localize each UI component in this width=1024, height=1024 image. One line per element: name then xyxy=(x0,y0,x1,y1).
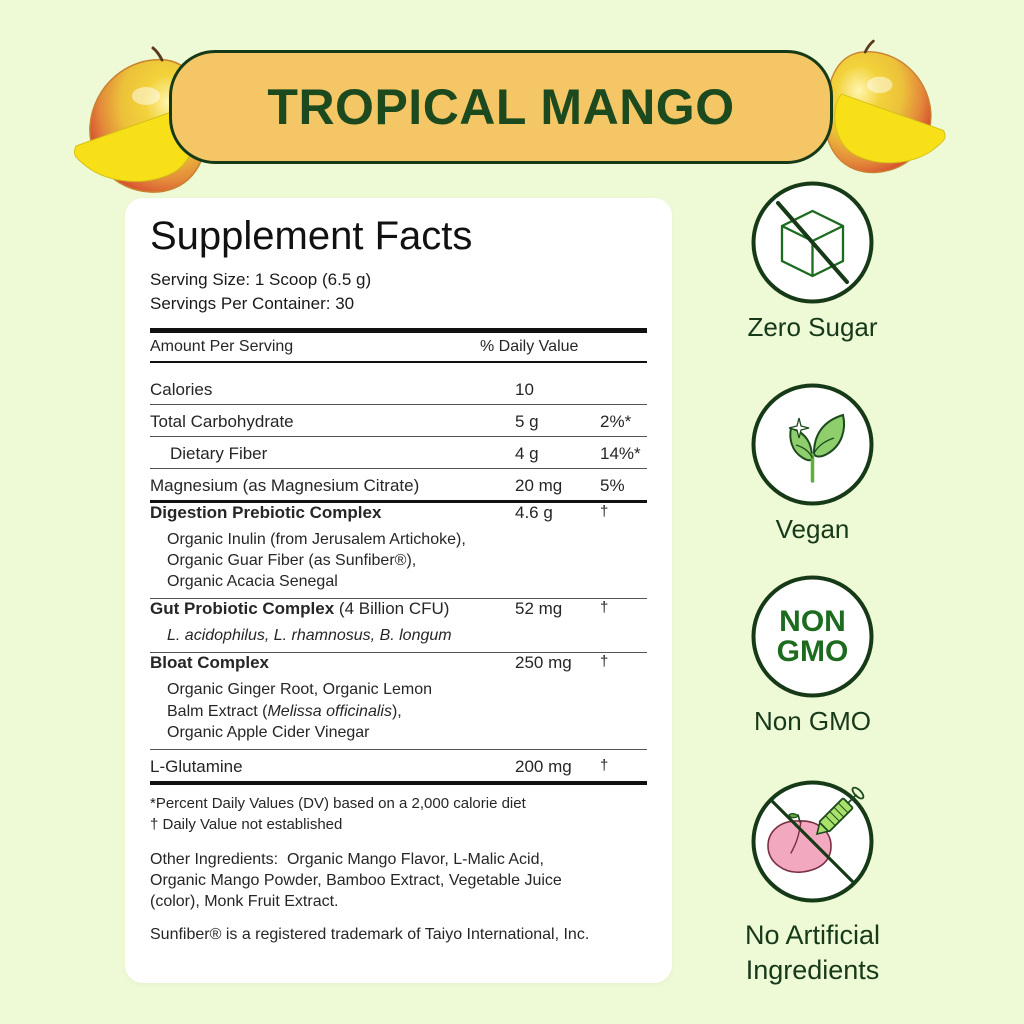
svg-text:NON: NON xyxy=(779,605,846,638)
svg-text:GMO: GMO xyxy=(777,635,849,668)
